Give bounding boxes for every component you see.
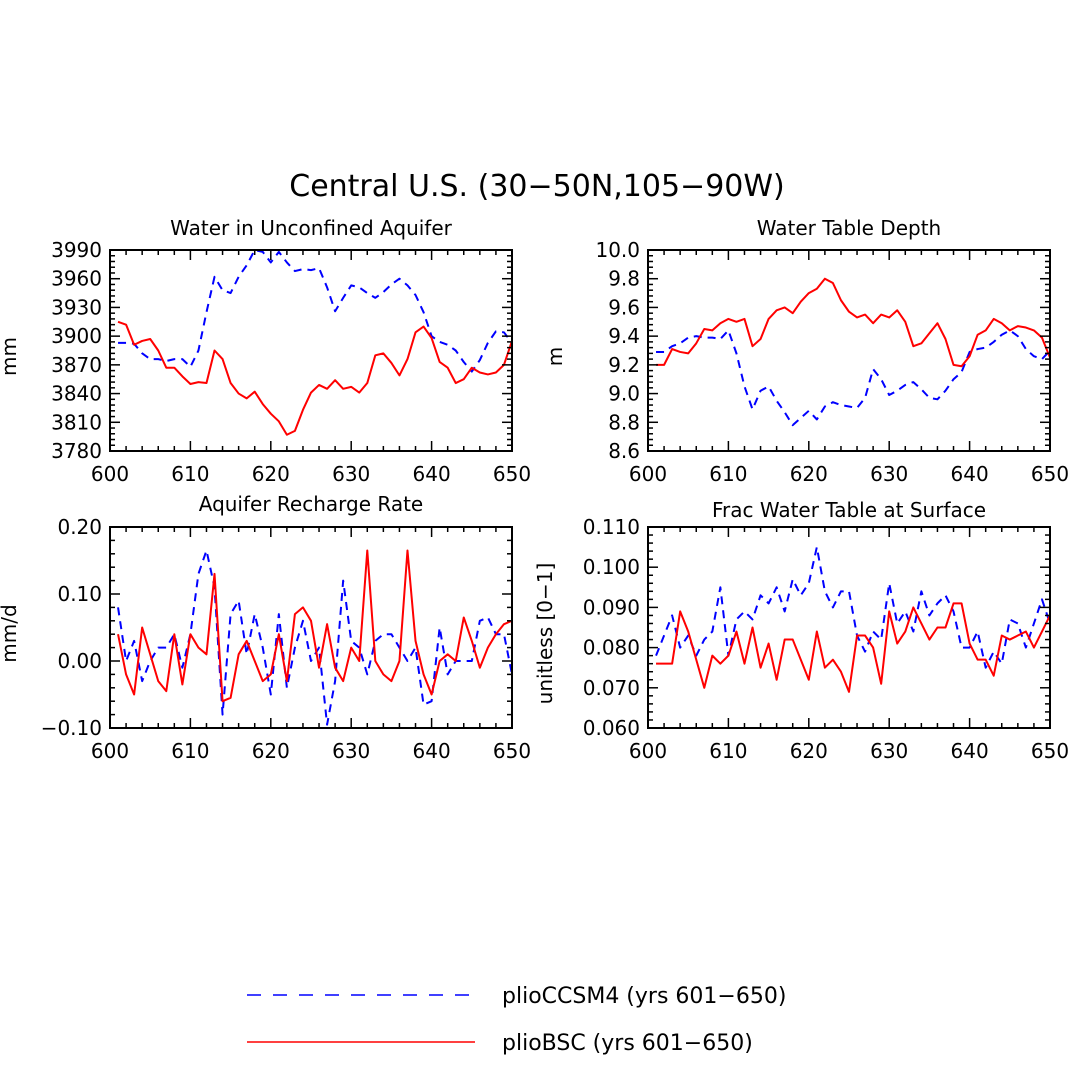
y-tick-label: 8.8: [608, 410, 640, 434]
x-tick-label: 610: [171, 739, 209, 763]
x-tick-label: 620: [790, 462, 828, 486]
x-tick-label: 600: [629, 739, 667, 763]
x-tick-label: 600: [629, 462, 667, 486]
y-tick-label: 0.080: [583, 636, 640, 660]
y-tick-label: 3870: [51, 353, 102, 377]
series-line-pliooccsm4: [656, 329, 1050, 427]
series-line-pliooccsm4: [655, 546, 1050, 669]
y-tick-label: 3840: [51, 382, 102, 406]
panel-title: Water Table Depth: [757, 216, 941, 240]
series-line-pliobsc: [117, 549, 512, 703]
x-tick-label: 610: [171, 462, 209, 486]
series-line-pliooccsm4: [117, 549, 512, 726]
x-tick-label: 650: [493, 462, 531, 486]
y-tick-label: 0.20: [57, 515, 102, 539]
x-tick-label: 630: [332, 739, 370, 763]
y-tick-label: 3990: [51, 238, 102, 262]
panel-water-table-depth: Water Table Depth m 600 610 620 630 640 650 10.0…: [543, 216, 1069, 486]
legend-label-pliobsc: plioBSC (yrs 601−650): [502, 1031, 753, 1056]
panel-title: Water in Unconfined Aquifer: [170, 216, 453, 240]
x-tick-label: 610: [709, 462, 747, 486]
plot-frame: [109, 249, 513, 452]
legend-label-pliooccsm4: plioCCSM4 (yrs 601−650): [502, 984, 786, 1009]
y-tick-label: 0.00: [57, 649, 102, 673]
x-tick-label: 650: [493, 739, 531, 763]
x-tick-label: 630: [332, 462, 370, 486]
figure-title: Central U.S. (30−50N,105−90W): [289, 169, 784, 204]
x-tick-label: 600: [91, 462, 129, 486]
y-axis-label: unitless [0−1]: [533, 563, 557, 705]
y-tick-label: −0.10: [41, 716, 102, 740]
x-tick-label: 600: [91, 739, 129, 763]
y-tick-label: 0.090: [583, 595, 640, 619]
panel-water-in-unconfined-aquifer: Water in Unconfined Aquifer mm 600 610 620 63…: [0, 216, 531, 486]
x-tick-label: 650: [1031, 462, 1069, 486]
panel-title: Frac Water Table at Surface: [712, 498, 986, 522]
x-tick-label: 640: [951, 739, 989, 763]
x-tick-label: 620: [252, 739, 290, 763]
x-tick-label: 620: [790, 739, 828, 763]
y-tick-label: 0.110: [583, 515, 640, 539]
y-tick-label: 3930: [51, 295, 102, 319]
x-tick-label: 650: [1031, 739, 1069, 763]
y-tick-label: 0.100: [583, 555, 640, 579]
panel-aquifer-recharge-rate: Aquifer Recharge Rate mm/d 600 610 620 630 640…: [0, 492, 531, 763]
x-tick-label: 630: [870, 739, 908, 763]
y-tick-label: 9.4: [608, 324, 640, 348]
series-line-pliooccsm4: [118, 249, 512, 373]
plot-frame: [109, 526, 513, 729]
series-line-pliobsc: [656, 277, 1050, 368]
series-line-pliobsc: [656, 602, 1050, 693]
legend: plioCCSM4 (yrs 601−650) plioBSC (yrs 601…: [247, 984, 786, 1056]
x-tick-label: 620: [252, 462, 290, 486]
y-tick-label: 3900: [51, 324, 102, 348]
y-tick-label: 0.10: [57, 582, 102, 606]
panels-group: Water in Unconfined Aquifer mm 600 610 620 63…: [0, 216, 1069, 763]
y-tick-label: 3780: [51, 439, 102, 463]
y-axis-label: mm: [0, 337, 21, 376]
y-tick-label: 3960: [51, 267, 102, 291]
x-tick-label: 610: [709, 739, 747, 763]
y-tick-label: 9.2: [608, 353, 640, 377]
x-tick-label: 630: [870, 462, 908, 486]
plot-frame: [647, 249, 1051, 452]
y-tick-label: 8.6: [608, 439, 640, 463]
y-tick-label: 0.060: [583, 716, 640, 740]
x-tick-label: 640: [413, 462, 451, 486]
y-axis-label: mm/d: [0, 604, 21, 662]
y-tick-label: 10.0: [595, 238, 640, 262]
x-tick-label: 640: [951, 462, 989, 486]
y-tick-label: 9.0: [608, 382, 640, 406]
panel-title: Aquifer Recharge Rate: [199, 492, 424, 516]
x-tick-label: 640: [413, 739, 451, 763]
y-axis-label: m: [543, 347, 567, 366]
series-line-pliobsc: [117, 320, 512, 436]
y-tick-label: 0.070: [583, 676, 640, 700]
y-tick-label: 9.6: [608, 295, 640, 319]
panel-frac-water-table-at-surface: Frac Water Table at Surface unitless [0−1…: [533, 498, 1069, 763]
y-tick-label: 9.8: [608, 267, 640, 291]
plot-frame: [647, 526, 1051, 729]
y-tick-label: 3810: [51, 410, 102, 434]
